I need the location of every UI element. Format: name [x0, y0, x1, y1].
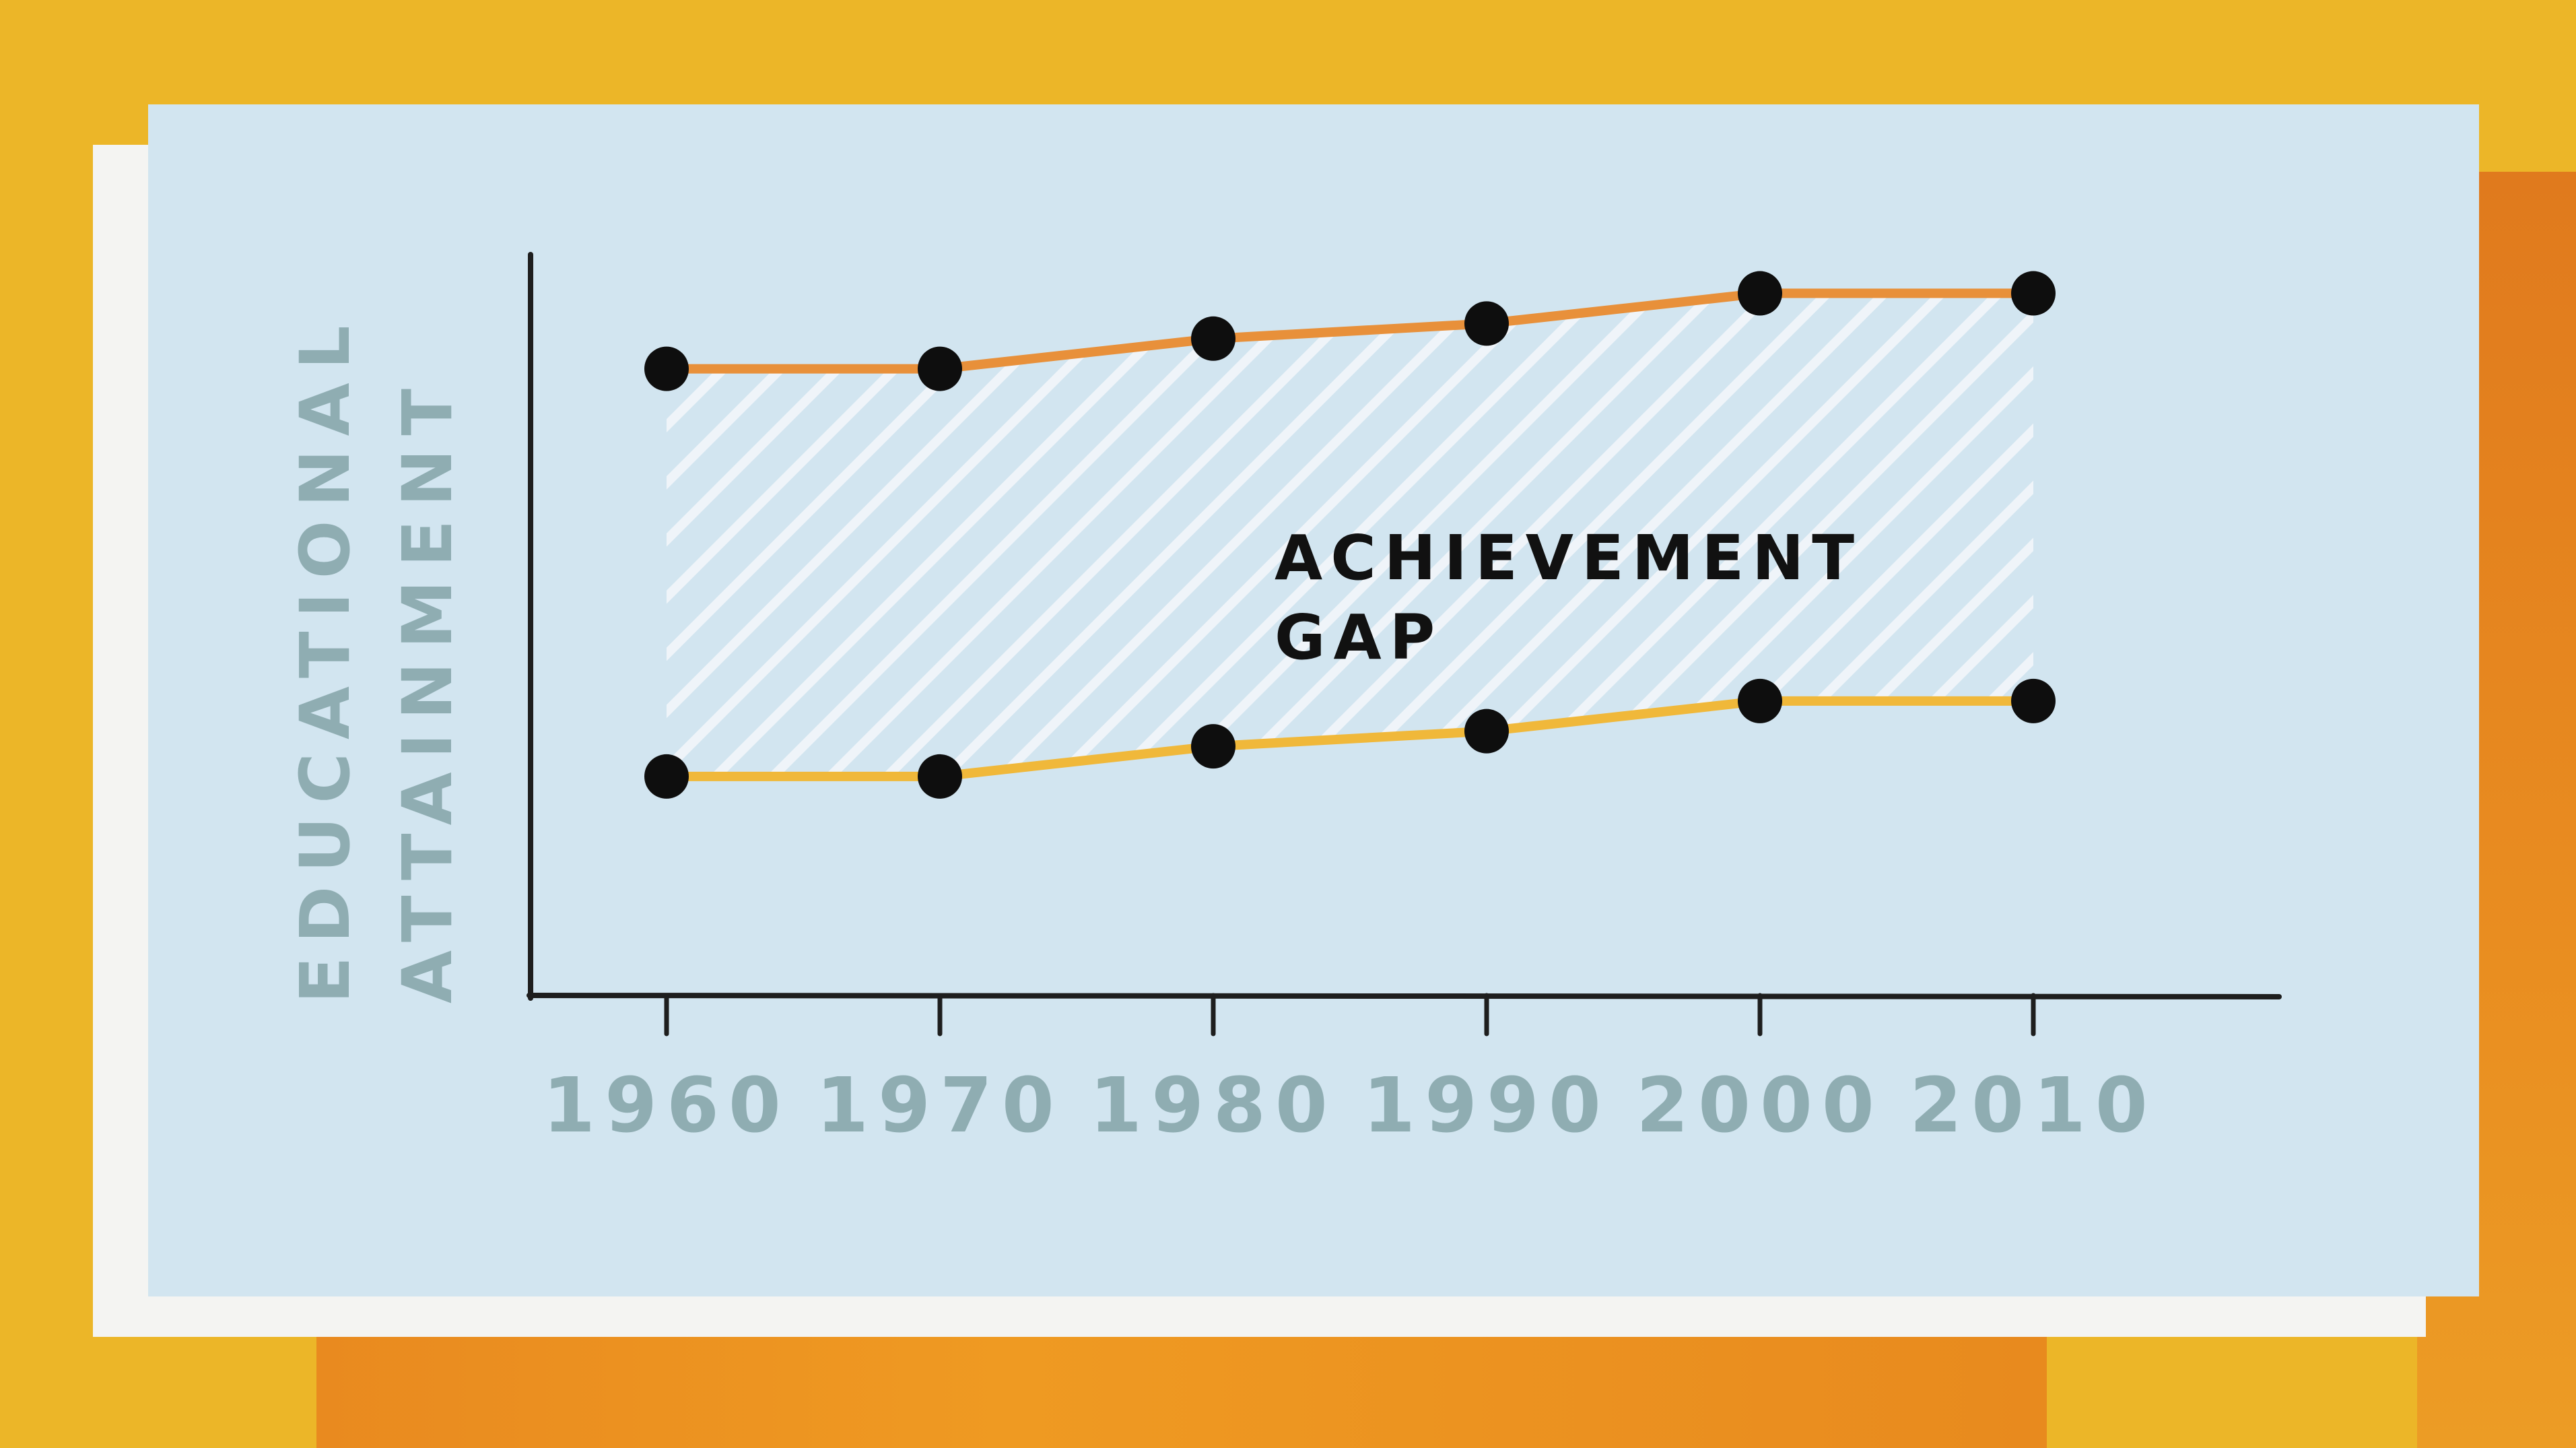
gap-annotation-line-1: ACHIEVEMENT	[1275, 522, 1862, 594]
data-point-upper-2010	[2011, 271, 2056, 316]
y-axis-label-line-2: ATTAINMENT	[388, 375, 468, 1003]
data-point-upper-1970	[918, 346, 962, 391]
background-orange-band-bottom	[316, 1320, 2047, 1448]
data-point-upper-2000	[1738, 271, 1782, 316]
data-point-lower-2010	[2011, 678, 2056, 723]
data-point-upper-1990	[1464, 301, 1509, 346]
x-tick-label-1970: 1970	[816, 1062, 1064, 1150]
x-tick-label-1990: 1990	[1363, 1062, 1611, 1150]
x-tick-label-2000: 2000	[1636, 1062, 1884, 1150]
data-point-lower-1990	[1464, 709, 1509, 754]
x-tick-label-2010: 2010	[1909, 1062, 2157, 1150]
x-tick-label-1960: 1960	[543, 1062, 790, 1150]
x-tick-label-1980: 1980	[1089, 1062, 1337, 1150]
data-point-lower-1960	[644, 754, 689, 799]
data-point-lower-1980	[1191, 724, 1235, 769]
data-point-upper-1960	[644, 346, 689, 391]
series-line-upper	[662, 288, 2038, 374]
gap-annotation-line-2: GAP	[1275, 601, 1443, 673]
x-axis-line	[527, 993, 2282, 999]
y-axis-label-line-1: EDUCATIONAL	[285, 312, 366, 1003]
data-point-lower-2000	[1738, 678, 1782, 723]
data-point-upper-1980	[1191, 316, 1235, 361]
data-point-lower-1970	[918, 754, 962, 799]
achievement-gap-hatched-area	[667, 293, 2033, 777]
series-line-lower	[662, 696, 2038, 781]
